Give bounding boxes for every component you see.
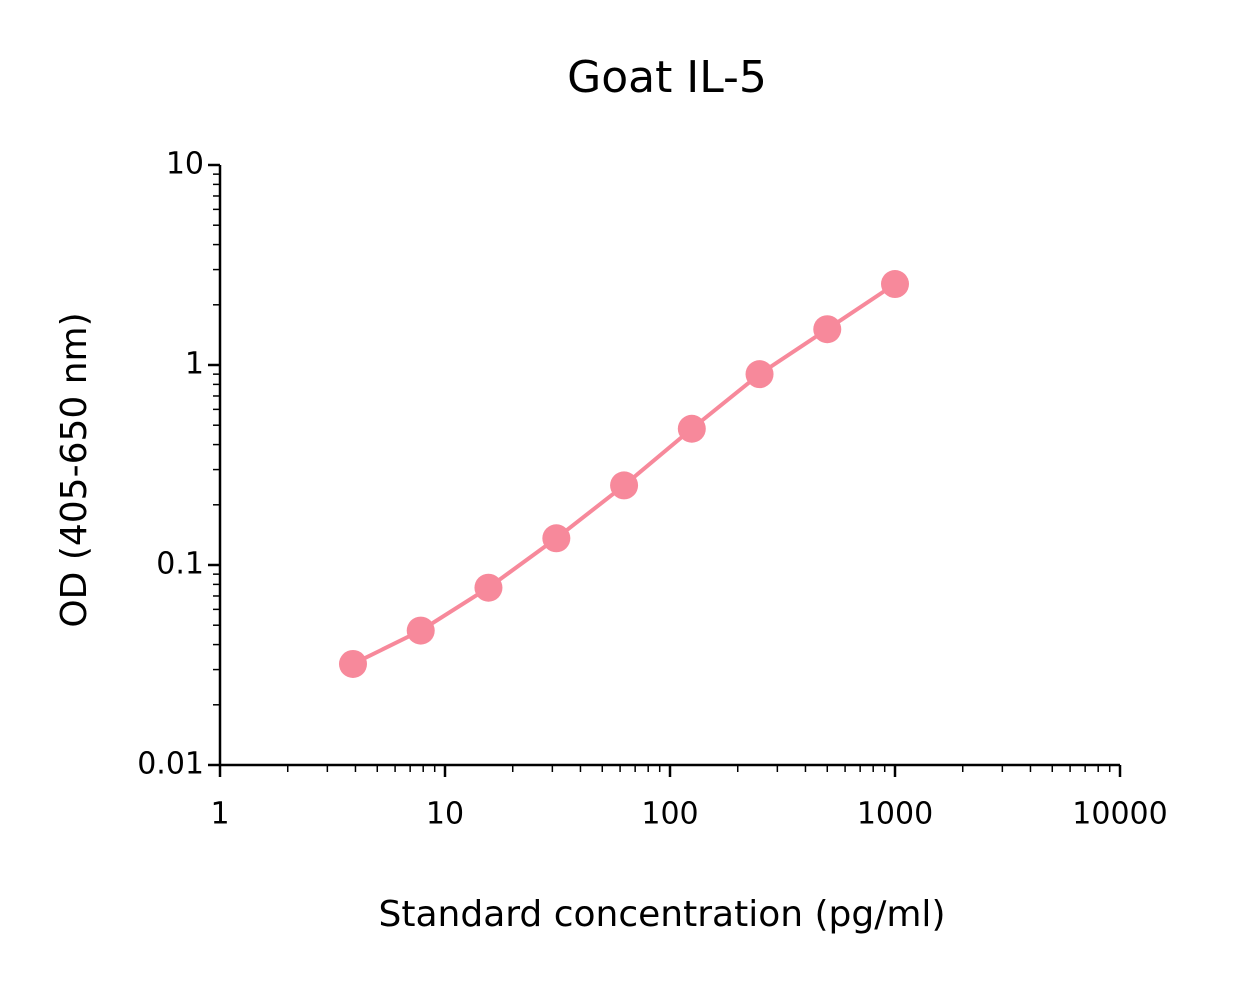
data-point <box>474 573 503 602</box>
chart-title: Goat IL-5 <box>567 52 767 103</box>
y-tick-label: 0.01 <box>137 747 204 782</box>
x-axis-label: Standard concentration (pg/ml) <box>379 894 946 935</box>
y-tick-label: 0.1 <box>156 547 204 582</box>
x-tick-label: 1000 <box>857 797 933 832</box>
data-point <box>610 471 639 500</box>
x-tick-label: 10000 <box>1072 797 1167 832</box>
data-point <box>677 414 706 443</box>
y-axis-label: OD (405-650 nm) <box>54 312 95 627</box>
x-tick-label: 1 <box>210 797 229 832</box>
data-point <box>813 315 842 344</box>
y-tick-label: 1 <box>185 347 204 382</box>
x-tick-label: 100 <box>641 797 698 832</box>
data-point <box>881 270 909 299</box>
y-tick-label: 10 <box>166 147 204 182</box>
data-point <box>338 649 367 678</box>
data-point <box>745 360 774 389</box>
data-point <box>542 524 571 553</box>
data-point <box>406 616 435 645</box>
x-tick-label: 10 <box>426 797 464 832</box>
